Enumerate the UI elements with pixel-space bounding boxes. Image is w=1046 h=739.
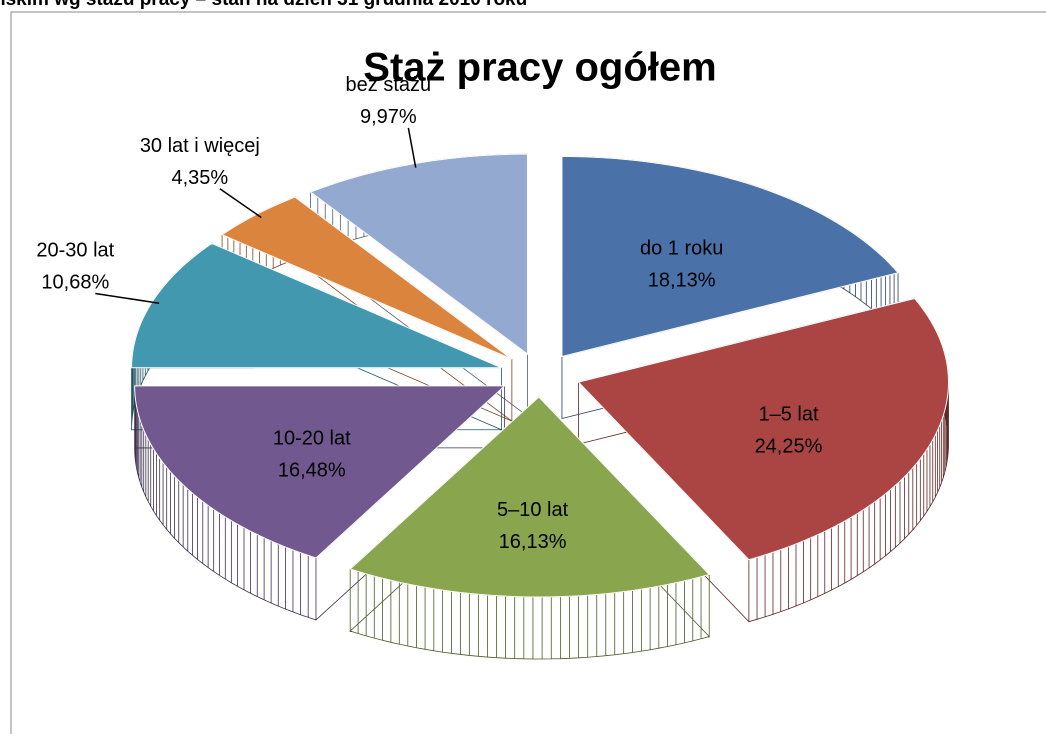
slice-value-label: 9,97% [360,106,417,128]
slice-label: 10-20 lat [273,428,351,450]
slice-label: 5–10 lat [497,499,569,521]
slice-label: 30 lat i więcej [140,135,260,157]
page-header: nskim wg stażu pracy – stan na dzień 31 … [0,0,527,10]
slice-value-label: 4,35% [171,167,228,189]
slice [134,385,506,559]
slice [349,396,711,598]
slice-label: 20-30 lat [36,240,114,262]
slice-label: 1–5 lat [758,403,818,425]
leader-line [95,292,160,304]
chart-title: Staż pracy ogółem [363,46,716,90]
slice [309,153,528,356]
leader-line [219,188,262,219]
chart-frame [10,11,1046,739]
slice-value-label: 16,48% [278,460,346,482]
slice [561,155,899,358]
slice-layer [131,153,949,598]
slice-value-label: 10,68% [41,272,109,294]
slice-label: do 1 roku [640,238,723,260]
slice [577,297,949,561]
slice-label: bez stażu [346,74,432,96]
leader-line [407,127,417,168]
slice-value-label: 18,13% [648,270,716,292]
slice-value-label: 16,13% [499,531,567,553]
slice-value-label: 24,25% [755,435,823,457]
